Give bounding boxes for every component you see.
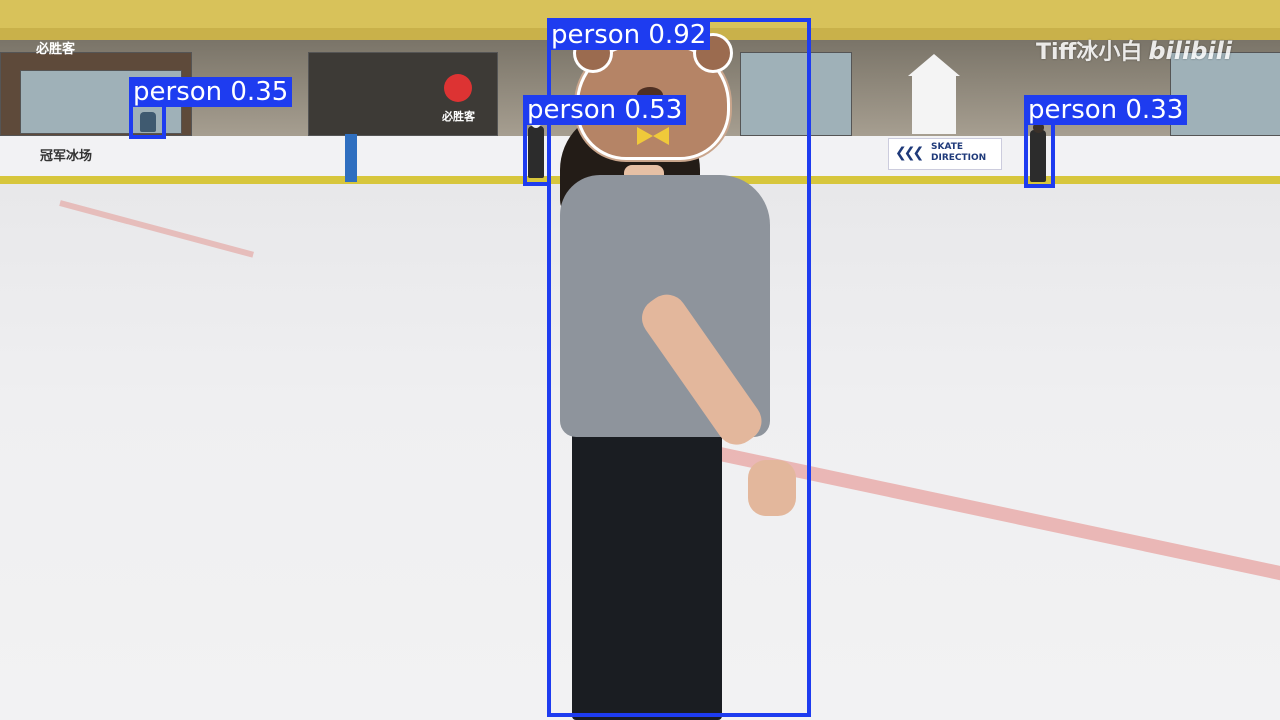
detection-score: 0.35: [230, 77, 289, 107]
bear-bow: [637, 127, 669, 145]
skater-hand: [748, 460, 796, 516]
detection-score: 0.53: [624, 95, 683, 125]
detection-score: 0.33: [1125, 95, 1184, 125]
watermark-brand: bilibili: [1148, 37, 1233, 65]
skater-pants: [572, 420, 722, 720]
detection-label: person 0.33: [1024, 95, 1188, 125]
background-skater: [140, 112, 156, 132]
bilibili-watermark: Tiff冰小白 bilibili: [1036, 34, 1232, 66]
background-skater: [528, 126, 544, 178]
background-skater: [1030, 130, 1046, 182]
watermark-user: Tiff冰小白: [1036, 40, 1143, 65]
detection-label: person 0.53: [523, 95, 687, 125]
house-decoration: [908, 54, 960, 134]
detection-class: person: [551, 20, 641, 50]
detection-class: person: [1028, 95, 1118, 125]
shop-logo: [444, 74, 472, 102]
detection-score: 0.92: [648, 20, 707, 50]
shop-sign: 必胜客: [442, 110, 475, 123]
skate-direction-sign: ❮❮❮ SKATE DIRECTION: [888, 138, 1002, 170]
shop-sign: 必胜客: [36, 42, 76, 57]
background-skater-head: [1033, 122, 1044, 133]
storefront-window: [740, 52, 852, 136]
detection-class: person: [133, 77, 223, 107]
detection-label: person 0.92: [547, 20, 711, 50]
skate-direction-text: SKATE DIRECTION: [931, 142, 987, 163]
storefront-window: [1170, 52, 1280, 136]
rink-sponsor-sign: 冠军冰场: [40, 149, 93, 164]
detection-label: person 0.35: [129, 77, 293, 107]
detection-class: person: [527, 95, 617, 125]
blue-post: [345, 134, 357, 182]
arrow-left-icon: ❮❮❮: [895, 145, 924, 161]
